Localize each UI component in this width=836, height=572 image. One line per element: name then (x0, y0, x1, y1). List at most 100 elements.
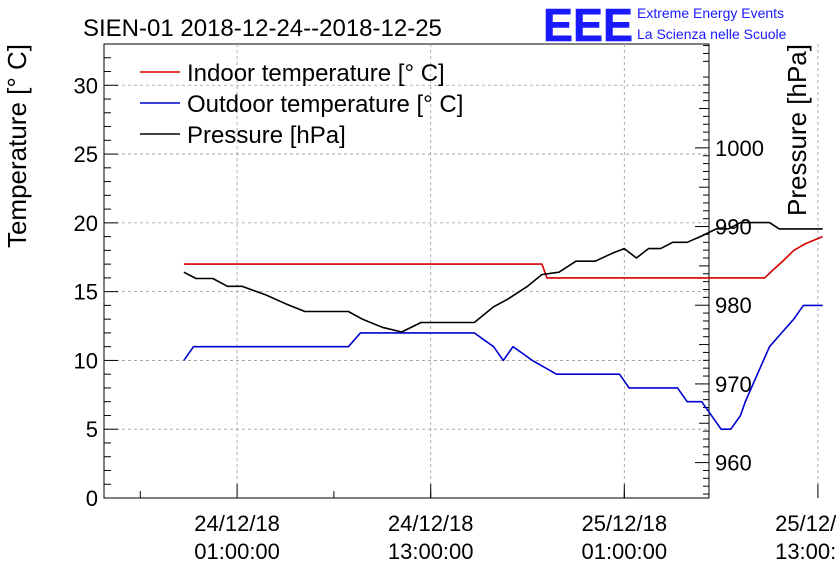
series-2-point (212, 278, 214, 280)
y2-tick-label: 960 (715, 451, 752, 476)
series-line-0 (183, 235, 824, 279)
series-2-point (575, 260, 577, 262)
series-2-point (321, 311, 323, 313)
series-2-point (265, 294, 267, 296)
y2-tick-label: 1000 (715, 136, 764, 161)
series-2-point (715, 228, 717, 230)
series-1-point (793, 318, 795, 320)
series-2-point (778, 228, 780, 230)
series-2-point (754, 222, 756, 224)
y-tick-label: 15 (74, 280, 98, 305)
series-2-point (795, 228, 797, 230)
series-2-point (493, 306, 495, 308)
series-1-point (512, 346, 514, 348)
series-2-point (727, 228, 729, 230)
series-2-point (381, 326, 383, 328)
series-0-point (805, 243, 807, 245)
series-0-point (771, 270, 773, 272)
series-0-point (183, 263, 185, 265)
series-2-point (454, 322, 456, 324)
x-tick-label-time: 13:00:00 (775, 539, 836, 564)
series-2-point (822, 228, 824, 230)
series-2-point (435, 322, 437, 324)
series-1-point (565, 373, 567, 375)
series-2-point (686, 241, 688, 243)
legend-label-pressure: Pressure [hPa] (187, 122, 346, 149)
x-tick-label-time: 01:00:00 (581, 539, 667, 564)
series-2-point (541, 274, 543, 276)
series-1-point (769, 346, 771, 348)
series-0-point (764, 277, 766, 279)
series-1-point (556, 373, 558, 375)
series-1-point (720, 428, 722, 430)
x-tick-label-date: 24/12/18 (194, 511, 280, 536)
x-tick-label-date: 25/12/18 (581, 511, 667, 536)
series-0-point (541, 263, 543, 265)
series-2-point (285, 303, 287, 305)
series-1-point (744, 401, 746, 403)
x-tick-label-time: 01:00:00 (194, 539, 280, 564)
series-1-point (531, 359, 533, 361)
series-1-point (183, 359, 185, 361)
series-1-point (822, 304, 824, 306)
series-1-point (502, 359, 504, 361)
series-0-point (783, 259, 785, 261)
series-1-point (756, 373, 758, 375)
series-line-2 (183, 221, 823, 333)
series-1-point (483, 339, 485, 341)
series-2-point (769, 222, 771, 224)
y2-axis-title: Pressure [hPa] (782, 44, 812, 216)
series-2-point (527, 285, 529, 287)
series-1-point (730, 428, 732, 430)
plot-frame (103, 43, 710, 499)
y2-tick-label: 980 (715, 293, 752, 318)
series-1-point (701, 401, 703, 403)
series-2-point (507, 298, 509, 300)
series-2-point (558, 271, 560, 273)
series-1-point (522, 353, 524, 355)
grid-lines (104, 44, 819, 498)
x-tick-label-time: 13:00:00 (388, 539, 474, 564)
series-1-point (360, 332, 362, 334)
series-2-point (401, 331, 403, 333)
eee-logo: EEE Extreme Energy Events La Scienza nel… (543, 0, 787, 51)
series-2-point (473, 322, 475, 324)
y-tick-label: 5 (86, 417, 98, 442)
y-tick-label: 30 (74, 73, 98, 98)
series-1-point (619, 373, 621, 375)
series-1-point (628, 387, 630, 389)
legend: Indoor temperature [° C] Outdoor tempera… (140, 60, 463, 149)
eee-logo-mark: EEE (543, 0, 633, 51)
y-axis-title: Temperature [° C] (2, 44, 32, 248)
series-2-point (740, 222, 742, 224)
x-tick-label-date: 25/12/18 (775, 511, 836, 536)
series-0-point (793, 249, 795, 251)
series-line-1 (183, 304, 823, 431)
series-2-point (241, 285, 243, 287)
series-1-point (677, 387, 679, 389)
y-tick-label: 25 (74, 142, 98, 167)
series-2-point (195, 278, 197, 280)
series-2-point (183, 271, 185, 273)
series-2-point (611, 252, 613, 254)
chart-title: SIEN-01 2018-12-24--2018-12-25 (83, 15, 442, 42)
series-2-point (648, 248, 650, 250)
series-1-point (193, 346, 195, 348)
series-2-point (362, 318, 364, 320)
series-2-point (701, 235, 703, 237)
series-2-point (635, 257, 637, 259)
legend-label-indoor: Indoor temperature [° C] (187, 60, 445, 87)
series-1-point (686, 401, 688, 403)
series-2-point (623, 248, 625, 250)
series-1-point (802, 304, 804, 306)
series-2-point (660, 248, 662, 250)
series-1-point (473, 332, 475, 334)
series-1-point (493, 346, 495, 348)
series-2-point (304, 311, 306, 313)
series-1-point (740, 415, 742, 417)
series-2-point (347, 311, 349, 313)
series-2-point (812, 228, 814, 230)
series-2-point (672, 241, 674, 243)
series-layer (183, 221, 824, 431)
